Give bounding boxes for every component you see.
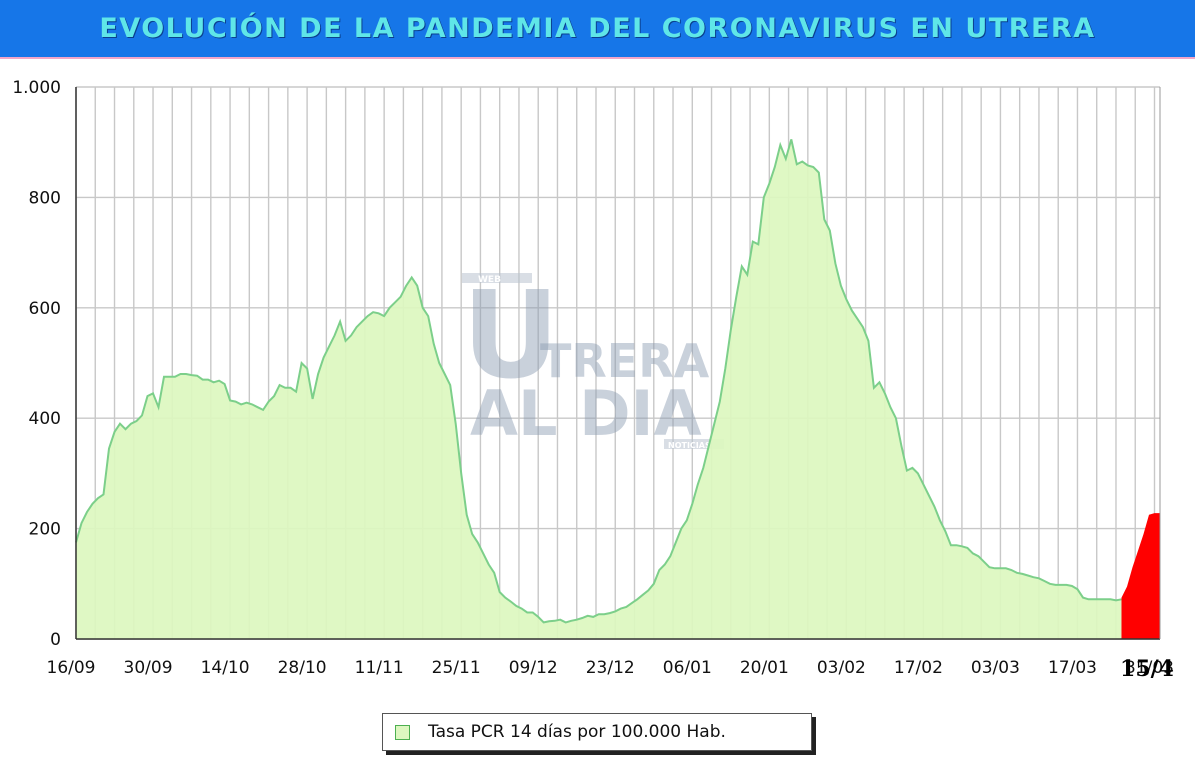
y-tick-label: 800 <box>29 188 61 208</box>
x-tick-label: 28/10 <box>278 658 327 678</box>
legend-label: Tasa PCR 14 días por 100.000 Hab. <box>428 722 726 742</box>
x-tick-label: 23/12 <box>586 658 635 678</box>
watermark-line2: AL DIA <box>470 377 702 450</box>
x-tick-label: 31/03 <box>1125 658 1174 678</box>
legend-swatch <box>395 724 410 740</box>
series-line-pcr <box>75 139 1122 624</box>
series-area-pcr <box>76 139 1122 639</box>
y-tick-label: 0 <box>50 630 61 650</box>
x-tick-label: 30/09 <box>124 658 173 678</box>
x-tick-label: 25/11 <box>432 658 481 678</box>
x-tick-label: 09/12 <box>509 658 558 678</box>
title-bar: EVOLUCIÓN DE LA PANDEMIA DEL CORONAVIRUS… <box>0 0 1195 59</box>
y-tick-label: 200 <box>29 520 61 540</box>
watermark-tag-bottom <box>664 439 724 449</box>
watermark-tag-top-text: WEB <box>478 275 501 285</box>
y-tick-label: 1.000 <box>12 78 61 98</box>
x-tick-label: 06/01 <box>663 658 712 678</box>
x-tick-label-last: 15/4 <box>1120 656 1174 682</box>
watermark-tag-top <box>462 273 532 283</box>
watermark-line1: TRERA <box>540 334 710 388</box>
x-tick-label: 14/10 <box>201 658 250 678</box>
x-tick-label: 20/01 <box>740 658 789 678</box>
x-tick-label: 17/03 <box>1048 658 1097 678</box>
x-tick-label: 03/03 <box>971 658 1020 678</box>
chart-area: WEB U TRERA AL DIA NOTICIAS 0 200 400 600 800 1.00… <box>0 59 1195 777</box>
x-tick-label: 16/09 <box>47 658 96 678</box>
y-tick-label: 400 <box>29 409 61 429</box>
x-tick-label: 17/02 <box>894 658 943 678</box>
legend: Tasa PCR 14 días por 100.000 Hab. <box>382 713 812 751</box>
page-title: EVOLUCIÓN DE LA PANDEMIA DEL CORONAVIRUS… <box>99 13 1096 44</box>
series-area-recent <box>1121 513 1160 639</box>
watermark-tag-bottom-text: NOTICIAS <box>668 441 711 450</box>
y-tick-label: 600 <box>29 299 61 319</box>
x-tick-label: 03/02 <box>817 658 866 678</box>
x-tick-label: 11/11 <box>355 658 404 678</box>
watermark-letter-u: U <box>462 267 559 406</box>
